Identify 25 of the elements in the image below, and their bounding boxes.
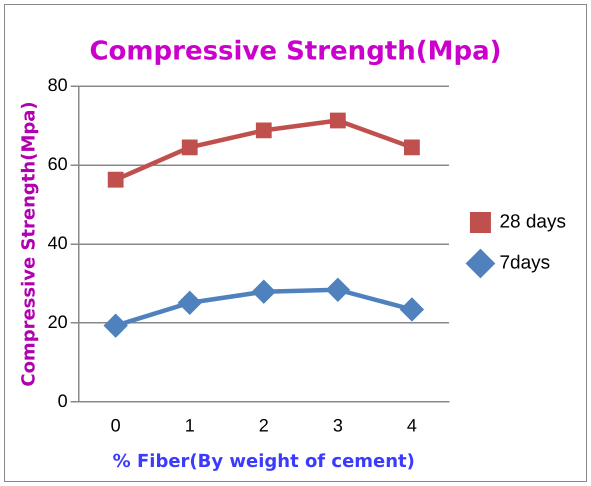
- x-tick-label: 1: [184, 416, 195, 436]
- chart-title: Compressive Strength(Mpa): [89, 36, 502, 66]
- point: [326, 278, 350, 302]
- y-tick-label: 60: [48, 154, 68, 174]
- point: [400, 298, 424, 321]
- x-tick-label: 0: [110, 416, 121, 436]
- point: [182, 139, 198, 156]
- point: [252, 280, 276, 303]
- x-tick-label: 3: [332, 416, 343, 436]
- point: [104, 314, 127, 337]
- point: [108, 172, 124, 188]
- y-tick-label: 80: [48, 75, 68, 96]
- point: [330, 112, 346, 128]
- x-axis-title: % Fiber(By weight of cement): [112, 450, 415, 472]
- y-tick-label: 0: [58, 390, 68, 411]
- x-tick-label: 2: [258, 416, 269, 436]
- y-tick-label: 40: [48, 232, 68, 253]
- legend-label: 28 days: [499, 212, 566, 233]
- y-tick-label: 20: [48, 312, 68, 332]
- point: [178, 292, 201, 314]
- x-tick-label: 4: [406, 416, 417, 436]
- point: [404, 139, 420, 156]
- legend-label: 7days: [499, 252, 550, 274]
- point: [256, 122, 272, 138]
- y-axis-title: Compressive Strength(Mpa): [18, 101, 40, 387]
